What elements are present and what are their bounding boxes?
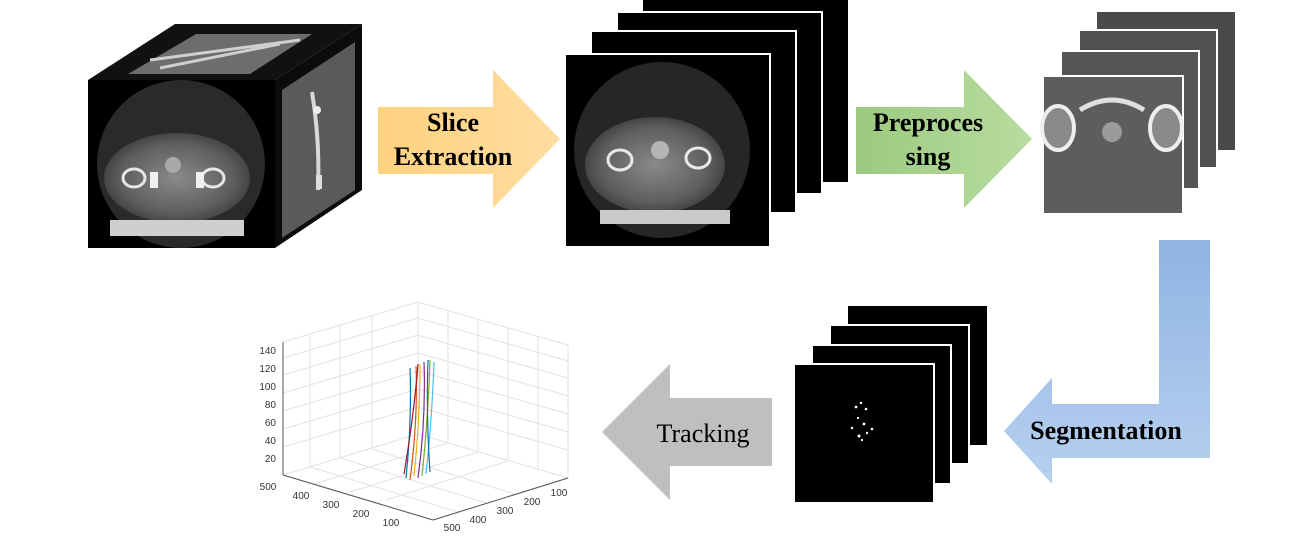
slice-extraction-arrow [378, 70, 560, 208]
left-axis-tick: 400 [293, 491, 310, 502]
right-axis-tick: 100 [551, 488, 568, 499]
ct-slice-stack [564, 0, 848, 248]
tracking-3d-plot: 140 120 100 80 60 40 20 500 400 300 200 … [259, 301, 569, 534]
left-axis-tick: 200 [353, 509, 370, 520]
z-tick: 20 [265, 454, 277, 465]
tracking-arrow [602, 364, 772, 500]
ct-volume-cube [88, 24, 362, 248]
right-axis-tick: 500 [444, 523, 461, 534]
segmentation-arrow [1004, 240, 1210, 484]
z-tick: 80 [265, 400, 277, 411]
left-axis-tick: 500 [260, 482, 277, 493]
left-axis-tick: 300 [323, 500, 340, 511]
z-tick: 60 [265, 418, 277, 429]
z-tick: 140 [259, 346, 276, 357]
z-tick: 100 [259, 382, 276, 393]
preprocessing-arrow [856, 70, 1032, 208]
segmentation-label: Segmentation [1030, 416, 1182, 445]
slice-extraction-label-line2: Extraction [394, 142, 513, 171]
z-tick: 120 [259, 364, 276, 375]
right-axis-tick: 200 [524, 497, 541, 508]
slice-extraction-label-line1: Slice [427, 108, 479, 137]
right-axis-tick: 400 [470, 515, 487, 526]
tracking-label: Tracking [657, 419, 750, 448]
preprocessed-slice-stack [1040, 12, 1235, 215]
right-axis-tick: 300 [497, 506, 514, 517]
preprocessing-label-line2: sing [906, 142, 951, 171]
segmentation-slice-stack [793, 306, 987, 504]
preprocessing-label-line1: Preproces [873, 108, 983, 137]
left-axis-tick: 100 [383, 518, 400, 529]
z-tick: 40 [265, 436, 277, 447]
